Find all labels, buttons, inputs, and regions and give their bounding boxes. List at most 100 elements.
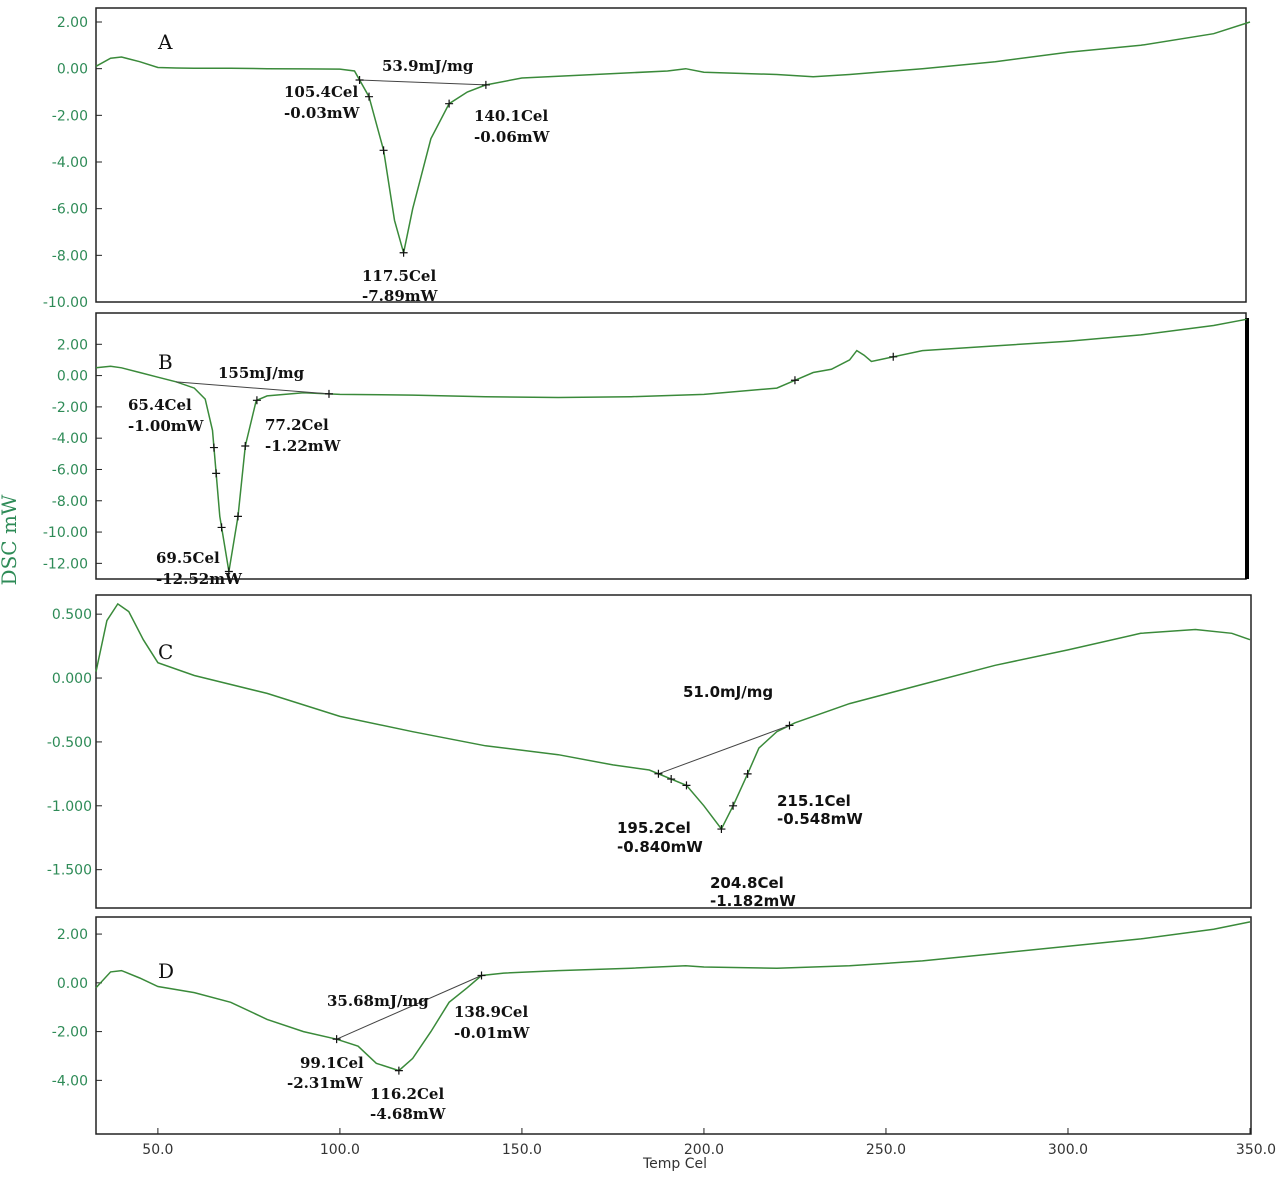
curve-marker — [654, 769, 663, 778]
curve-marker — [889, 352, 898, 361]
panel-b-marks — [176, 352, 898, 576]
y-tick-label: 0.00 — [57, 976, 88, 992]
integration-baseline — [359, 79, 486, 86]
y-tick-label: -2.00 — [52, 108, 88, 124]
panel-a-end-power: -0.06mW — [474, 128, 551, 146]
y-tick-label: -2.00 — [52, 400, 88, 416]
curve-marker — [477, 971, 486, 980]
panel-a-peak-power: -7.89mW — [362, 287, 439, 305]
panel-c-frame — [95, 594, 1252, 909]
panel-d-onset-power: -2.31mW — [287, 1074, 364, 1092]
panel-b-end-temp: 77.2Cel — [265, 416, 329, 434]
panel-d-end-temp: 138.9Cel — [454, 1003, 528, 1021]
panel-b-peak-temp: 69.5Cel — [156, 549, 220, 567]
x-tick-label: 100.0 — [320, 1142, 360, 1158]
panel-c-end-temp: 215.1Cel — [777, 792, 851, 810]
x-axis: 50.0 100.0 150.0 200.0 250.0 300.0 350.0 — [142, 1128, 1276, 1158]
x-tick-label: 200.0 — [684, 1142, 724, 1158]
y-tick-label: 2.00 — [57, 15, 88, 31]
panel-c-peak-temp: 204.8Cel — [710, 874, 784, 892]
panel-b-letter: B — [158, 350, 173, 374]
panel-b-enthalpy: 155mJ/mg — [218, 364, 305, 382]
panel-b-yticks: 2.00 0.00 -2.00 -4.00 -6.00 -8.00 -10.00 -12.00 — [43, 337, 102, 572]
panel-a-onset-power: -0.03mW — [284, 104, 361, 122]
y-tick-label: 0.000 — [52, 671, 92, 687]
panel-d-peak-power: -4.68mW — [370, 1105, 447, 1123]
panel-b: B 2.00 0.00 -2.00 -4.00 -6.00 -8.00 -10.00 -12.… — [43, 312, 1249, 588]
curve-marker — [209, 443, 218, 452]
curve-marker — [212, 469, 221, 478]
panel-d-peak-temp: 116.2Cel — [370, 1085, 444, 1103]
panel-d-curve — [95, 921, 1251, 1072]
panel-a-enthalpy: 53.9mJ/mg — [382, 57, 474, 75]
x-axis-label: Temp Cel — [642, 1156, 707, 1172]
curve-marker — [217, 523, 226, 532]
panel-a: A 2.00 0.00 -2.00 -4.00 -6.00 -8.00 -10.00 53.… — [43, 7, 1251, 311]
curve-marker — [785, 721, 794, 730]
y-tick-label: 0.00 — [57, 369, 88, 385]
panel-a-end-temp: 140.1Cel — [474, 107, 548, 125]
curve-marker — [224, 567, 233, 576]
y-tick-label: -8.00 — [52, 248, 88, 264]
integration-baseline — [176, 381, 330, 395]
curve-marker — [790, 376, 799, 385]
y-tick-label: -0.500 — [47, 735, 92, 751]
y-tick-label: -4.00 — [52, 431, 88, 447]
panel-d-frame — [95, 916, 1252, 1135]
panel-d-marks — [332, 971, 486, 1075]
y-tick-label: -1.000 — [47, 799, 92, 815]
curve-marker — [379, 146, 388, 155]
curve-marker — [355, 75, 364, 84]
panel-c: C 0.500 0.000 -0.500 -1.000 -1.500 51.0mJ/mg… — [47, 594, 1252, 910]
y-tick-label: -12.00 — [43, 556, 88, 572]
x-tick-label: 50.0 — [142, 1142, 173, 1158]
panel-c-end-power: -0.548mW — [777, 810, 863, 828]
panel-a-frame — [95, 7, 1247, 303]
curve-marker — [394, 1066, 403, 1075]
panel-a-yticks: 2.00 0.00 -2.00 -4.00 -6.00 -8.00 -10.00 — [43, 15, 102, 311]
curve-marker — [743, 769, 752, 778]
panel-c-onset-temp: 195.2Cel — [617, 819, 691, 837]
curve-marker — [252, 396, 261, 405]
y-tick-label: -2.00 — [52, 1025, 88, 1041]
curve-marker — [332, 1035, 341, 1044]
panel-b-onset-power: -1.00mW — [128, 417, 205, 435]
panel-d-end-power: -0.01mW — [454, 1024, 531, 1042]
y-tick-label: -10.00 — [43, 525, 88, 541]
panel-a-letter: A — [157, 30, 173, 54]
panel-b-end-power: -1.22mW — [265, 437, 342, 455]
integration-baseline — [336, 975, 482, 1040]
panel-c-marks — [654, 721, 794, 834]
y-tick-label: -4.00 — [52, 155, 88, 171]
y-tick-label: 0.500 — [52, 607, 92, 623]
panel-d-onset-temp: 99.1Cel — [300, 1054, 364, 1072]
curve-marker — [717, 825, 726, 834]
y-tick-label: 0.00 — [57, 62, 88, 78]
y-axis-label: DSC mW — [0, 494, 21, 585]
curve-marker — [365, 92, 374, 101]
panel-d-letter: D — [158, 959, 174, 983]
panel-d-enthalpy: 35.68mJ/mg — [327, 992, 429, 1010]
panel-c-letter: C — [158, 640, 173, 664]
panel-c-enthalpy: 51.0mJ/mg — [683, 683, 773, 701]
y-tick-label: -4.00 — [52, 1073, 88, 1089]
curve-marker — [233, 512, 242, 521]
curve-marker — [445, 99, 454, 108]
panel-c-onset-power: -0.840mW — [617, 838, 703, 856]
x-tick-label: 250.0 — [866, 1142, 906, 1158]
curve-marker — [667, 775, 676, 784]
panel-a-peak-temp: 117.5Cel — [362, 267, 436, 285]
curve-marker — [241, 442, 250, 450]
panel-d-yticks: 2.00 0.00 -2.00 -4.00 — [52, 927, 102, 1089]
panel-c-peak-power: -1.182mW — [710, 892, 796, 910]
panel-c-yticks: 0.500 0.000 -0.500 -1.000 -1.500 — [47, 607, 102, 879]
y-tick-label: 2.00 — [57, 337, 88, 353]
panel-a-onset-temp: 105.4Cel — [284, 83, 358, 101]
curve-marker — [729, 801, 738, 810]
panel-d: D 2.000.00-2.00-4.00 35.68mJ/mg 99.1Cel … — [52, 916, 1252, 1135]
curve-marker — [682, 781, 691, 790]
panel-b-peak-power: -12.52mW — [156, 570, 243, 588]
y-tick-label: -10.00 — [43, 295, 88, 311]
x-tick-label: 150.0 — [502, 1142, 542, 1158]
